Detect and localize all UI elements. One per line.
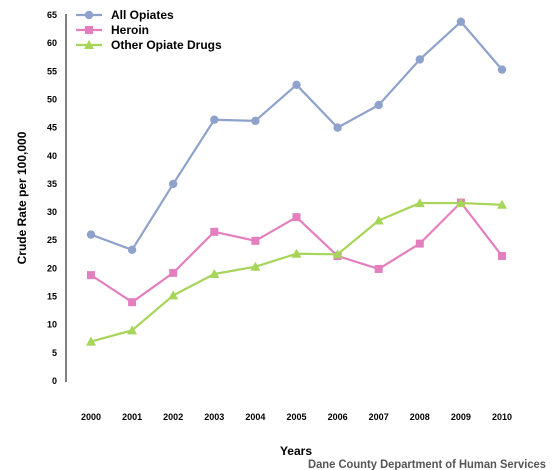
data-point-heroin xyxy=(251,236,260,245)
data-point-other-opiate-drugs xyxy=(127,325,138,335)
data-point-other-opiate-drugs xyxy=(373,215,384,225)
data-point-all-opiates xyxy=(251,116,260,126)
legend-item-all-opiates: All Opiates xyxy=(76,8,174,22)
data-point-all-opiates xyxy=(210,115,219,124)
y-tick-label: 25 xyxy=(47,235,57,245)
y-tick-label: 20 xyxy=(47,263,57,273)
data-point-other-opiate-drugs xyxy=(86,336,96,346)
x-axis-title: Years xyxy=(280,444,312,458)
legend-swatch-marker xyxy=(85,26,93,34)
legend-label: Other Opiate Drugs xyxy=(111,38,222,52)
x-tick-label: 2002 xyxy=(163,412,183,422)
legend-item-heroin: Heroin xyxy=(76,23,149,37)
x-tick-label: 2001 xyxy=(122,412,142,422)
y-tick-label: 35 xyxy=(47,179,57,189)
x-tick-label: 2010 xyxy=(492,412,512,422)
x-tick-label: 2009 xyxy=(451,412,471,422)
legend-label: Heroin xyxy=(111,23,149,37)
y-tick-label: 60 xyxy=(47,38,57,48)
y-tick-label: 10 xyxy=(47,320,57,330)
y-tick-label: 55 xyxy=(47,66,57,76)
data-point-heroin xyxy=(374,264,383,273)
data-point-other-opiate-drugs xyxy=(291,248,302,258)
y-tick-label: 5 xyxy=(52,348,57,358)
x-tick-label: 2000 xyxy=(81,412,101,422)
data-point-all-opiates xyxy=(415,55,424,64)
data-point-all-opiates xyxy=(456,17,466,26)
data-point-other-opiate-drugs xyxy=(168,290,179,300)
data-point-heroin xyxy=(292,213,301,222)
x-tick-label: 2008 xyxy=(410,412,430,422)
y-tick-label: 45 xyxy=(47,123,57,133)
legend-label: All Opiates xyxy=(111,8,174,22)
y-tick-label: 65 xyxy=(47,10,57,20)
data-point-all-opiates xyxy=(86,230,96,239)
data-point-heroin xyxy=(87,271,95,280)
data-point-all-opiates xyxy=(333,123,342,132)
data-point-all-opiates xyxy=(292,80,301,90)
data-point-all-opiates xyxy=(127,245,137,255)
x-tick-label: 2005 xyxy=(286,412,306,422)
data-point-other-opiate-drugs xyxy=(209,269,220,279)
source-credit: Dane County Department of Human Services xyxy=(308,457,546,470)
y-tick-labels: 0 5 10 15 20 25 30 35 40 45 50 55 60 65 xyxy=(47,10,57,386)
x-tick-label: 2006 xyxy=(328,412,348,422)
data-point-all-opiates xyxy=(169,179,178,189)
y-tick-label: 40 xyxy=(47,151,57,161)
y-tick-label: 0 xyxy=(52,376,57,386)
data-point-heroin xyxy=(498,251,506,260)
series-other-opiate-drugs xyxy=(86,198,507,346)
data-point-other-opiate-drugs xyxy=(455,198,466,208)
data-point-other-opiate-drugs xyxy=(332,249,343,259)
data-point-heroin xyxy=(210,227,219,236)
data-point-all-opiates xyxy=(374,100,383,110)
legend-swatch-marker xyxy=(84,40,94,49)
x-tick-label: 2004 xyxy=(245,412,265,422)
legend-item-other-opiate-drugs: Other Opiate Drugs xyxy=(76,38,222,52)
y-tick-label: 15 xyxy=(47,292,57,302)
x-tick-labels: 2000 2001 2002 2003 2004 2005 2006 2007 2008 2009… xyxy=(81,412,512,422)
data-point-all-opiates xyxy=(497,65,507,74)
data-point-other-opiate-drugs xyxy=(414,198,425,208)
data-point-heroin xyxy=(128,298,137,307)
series-all-opiates xyxy=(86,17,507,255)
y-tick-label: 50 xyxy=(47,94,57,104)
x-tick-label: 2003 xyxy=(204,412,224,422)
data-point-heroin xyxy=(169,268,178,277)
data-point-other-opiate-drugs xyxy=(250,261,261,271)
y-axis-title: Crude Rate per 100,000 xyxy=(15,131,29,264)
legend-swatch-marker xyxy=(84,10,94,20)
series xyxy=(86,17,507,346)
x-tick-label: 2007 xyxy=(369,412,389,422)
y-tick-label: 30 xyxy=(47,207,57,217)
data-point-other-opiate-drugs xyxy=(497,199,507,209)
data-point-heroin xyxy=(415,239,424,248)
